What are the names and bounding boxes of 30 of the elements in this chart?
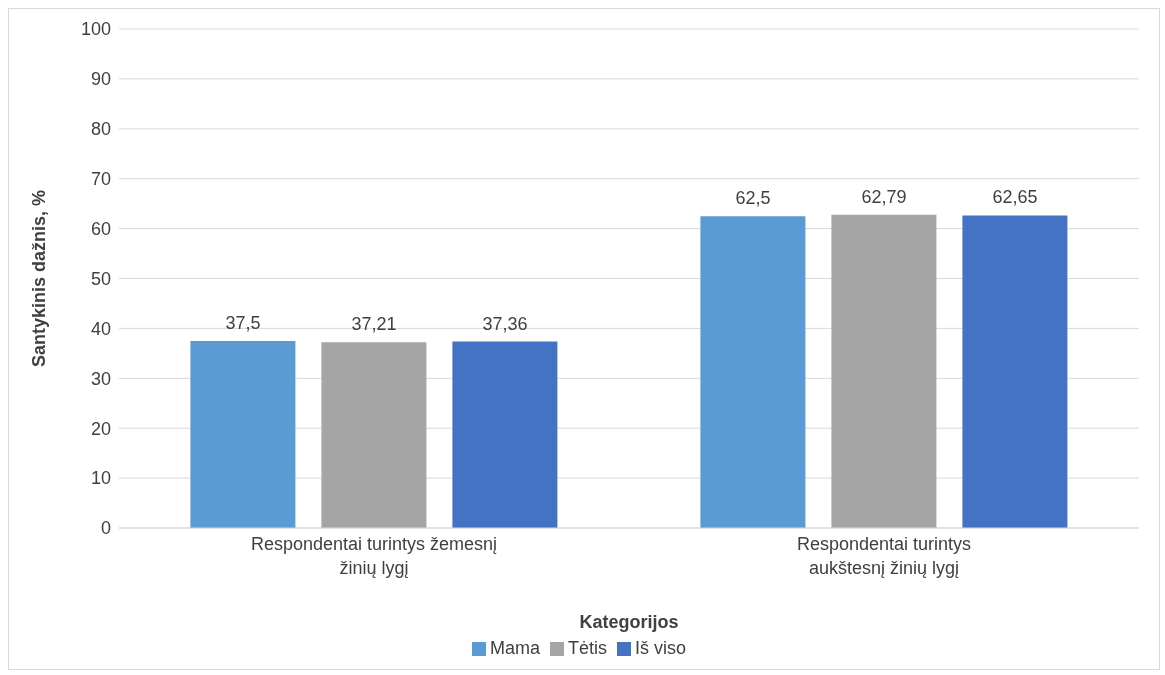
legend-label: Iš viso <box>635 638 687 658</box>
y-tick-label: 70 <box>90 169 111 190</box>
data-label: 37,21 <box>351 314 397 335</box>
x-tick-label: Respondentai turintys žemesnį žinių lygį <box>250 534 498 578</box>
y-tick-label: 10 <box>90 468 111 489</box>
y-tick-label: 40 <box>90 318 111 339</box>
bar <box>962 215 1068 528</box>
legend-label: Mama <box>489 638 540 658</box>
y-tick-label: 50 <box>90 268 111 289</box>
y-tick-label: 100 <box>80 19 111 40</box>
y-tick-label: 0 <box>100 518 111 539</box>
bar <box>452 341 558 528</box>
bar <box>700 216 806 528</box>
y-tick-label: 30 <box>90 368 111 389</box>
data-label: 62,79 <box>861 186 907 207</box>
data-label: 62,5 <box>735 188 771 209</box>
y-tick-label: 90 <box>90 69 111 90</box>
x-axis-title: Kategorijos <box>579 612 679 632</box>
bar <box>321 342 427 528</box>
data-label: 37,5 <box>225 312 261 333</box>
y-tick-label: 60 <box>90 218 111 239</box>
bar <box>190 340 296 528</box>
data-label: 37,36 <box>482 313 528 334</box>
y-tick-label: 80 <box>90 119 111 140</box>
legend-label: Tėtis <box>567 638 607 658</box>
y-axis-title: Santykinis dažnis, % <box>29 189 50 368</box>
bar <box>831 214 937 528</box>
y-tick-label: 20 <box>90 418 111 439</box>
x-tick-label: Respondentai turintys aukštesnį žinių lygį <box>796 534 972 578</box>
data-label: 62,65 <box>992 187 1038 208</box>
